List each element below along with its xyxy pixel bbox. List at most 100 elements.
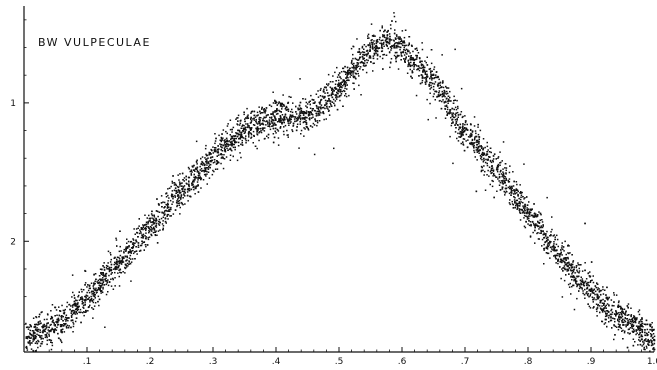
- data-point: [554, 248, 556, 251]
- data-point: [31, 334, 33, 337]
- data-point: [641, 328, 644, 331]
- data-point: [624, 314, 627, 316]
- data-point: [326, 92, 329, 94]
- data-point: [197, 179, 199, 181]
- data-point: [555, 262, 557, 264]
- data-point: [465, 128, 468, 131]
- data-point: [213, 170, 215, 173]
- data-point: [480, 170, 483, 173]
- data-point: [76, 303, 79, 306]
- data-point: [230, 148, 232, 151]
- data-point: [111, 277, 114, 280]
- data-point: [357, 59, 360, 61]
- data-point: [339, 85, 342, 87]
- data-point: [340, 93, 343, 95]
- data-point: [453, 95, 455, 98]
- data-point: [502, 176, 505, 178]
- data-point: [206, 158, 208, 160]
- data-point: [170, 185, 172, 188]
- data-point: [344, 85, 347, 87]
- data-point: [342, 105, 344, 107]
- data-point: [300, 133, 302, 135]
- data-point: [505, 173, 507, 175]
- data-point: [622, 311, 624, 313]
- data-point: [208, 151, 210, 154]
- data-point: [270, 116, 273, 118]
- data-point: [634, 317, 636, 319]
- data-point: [645, 345, 648, 348]
- data-point: [443, 101, 445, 103]
- data-point: [227, 140, 229, 143]
- data-point: [190, 169, 192, 171]
- data-point: [527, 223, 529, 225]
- data-point: [595, 308, 598, 310]
- data-point: [446, 111, 448, 113]
- data-point: [204, 163, 206, 166]
- data-point: [382, 35, 384, 38]
- data-point: [612, 317, 614, 319]
- data-point: [92, 301, 95, 304]
- data-point: [515, 199, 518, 202]
- data-point: [235, 132, 237, 134]
- data-point: [29, 344, 31, 346]
- data-point: [162, 225, 165, 227]
- data-point: [194, 170, 196, 172]
- data-point: [465, 133, 468, 136]
- data-point: [82, 289, 85, 291]
- data-point: [524, 203, 526, 206]
- data-point: [362, 56, 364, 58]
- data-point: [418, 75, 420, 77]
- data-point: [388, 43, 391, 45]
- data-point: [157, 203, 160, 205]
- data-point: [264, 137, 266, 140]
- data-point: [134, 258, 136, 260]
- data-point: [32, 330, 35, 332]
- data-point: [604, 315, 607, 318]
- data-point: [525, 221, 527, 223]
- data-point: [109, 261, 112, 263]
- data-point: [549, 242, 551, 244]
- data-point: [144, 227, 147, 229]
- data-point: [224, 139, 226, 141]
- data-point: [229, 128, 232, 131]
- data-point: [245, 123, 247, 125]
- data-point: [76, 312, 78, 315]
- data-point: [277, 137, 280, 139]
- data-point: [221, 146, 223, 149]
- data-point: [457, 114, 460, 116]
- data-point: [252, 124, 255, 126]
- data-point: [124, 272, 126, 274]
- data-point: [443, 89, 445, 92]
- data-point: [367, 37, 369, 39]
- data-point: [461, 129, 464, 132]
- data-point: [205, 175, 207, 177]
- data-point: [207, 168, 210, 170]
- data-point: [590, 287, 593, 290]
- data-point: [94, 280, 96, 283]
- data-point: [592, 281, 595, 284]
- data-point: [473, 139, 476, 141]
- data-point: [144, 237, 147, 240]
- data-point: [623, 331, 626, 334]
- data-point: [505, 179, 508, 181]
- data-point: [329, 100, 332, 102]
- data-point: [249, 129, 252, 131]
- data-point: [44, 334, 46, 336]
- data-point: [434, 99, 436, 101]
- data-point: [403, 49, 405, 51]
- data-point: [185, 178, 187, 181]
- data-point: [496, 170, 499, 173]
- data-point: [577, 264, 580, 266]
- data-point: [421, 67, 424, 69]
- data-point: [365, 59, 368, 61]
- data-point: [461, 126, 464, 128]
- data-point: [241, 144, 244, 146]
- data-point: [393, 12, 395, 14]
- data-point: [192, 169, 195, 171]
- data-point: [583, 293, 586, 296]
- data-point: [194, 178, 196, 180]
- data-point: [338, 72, 341, 74]
- data-point: [176, 204, 179, 207]
- data-point: [437, 85, 439, 87]
- data-point: [110, 269, 112, 271]
